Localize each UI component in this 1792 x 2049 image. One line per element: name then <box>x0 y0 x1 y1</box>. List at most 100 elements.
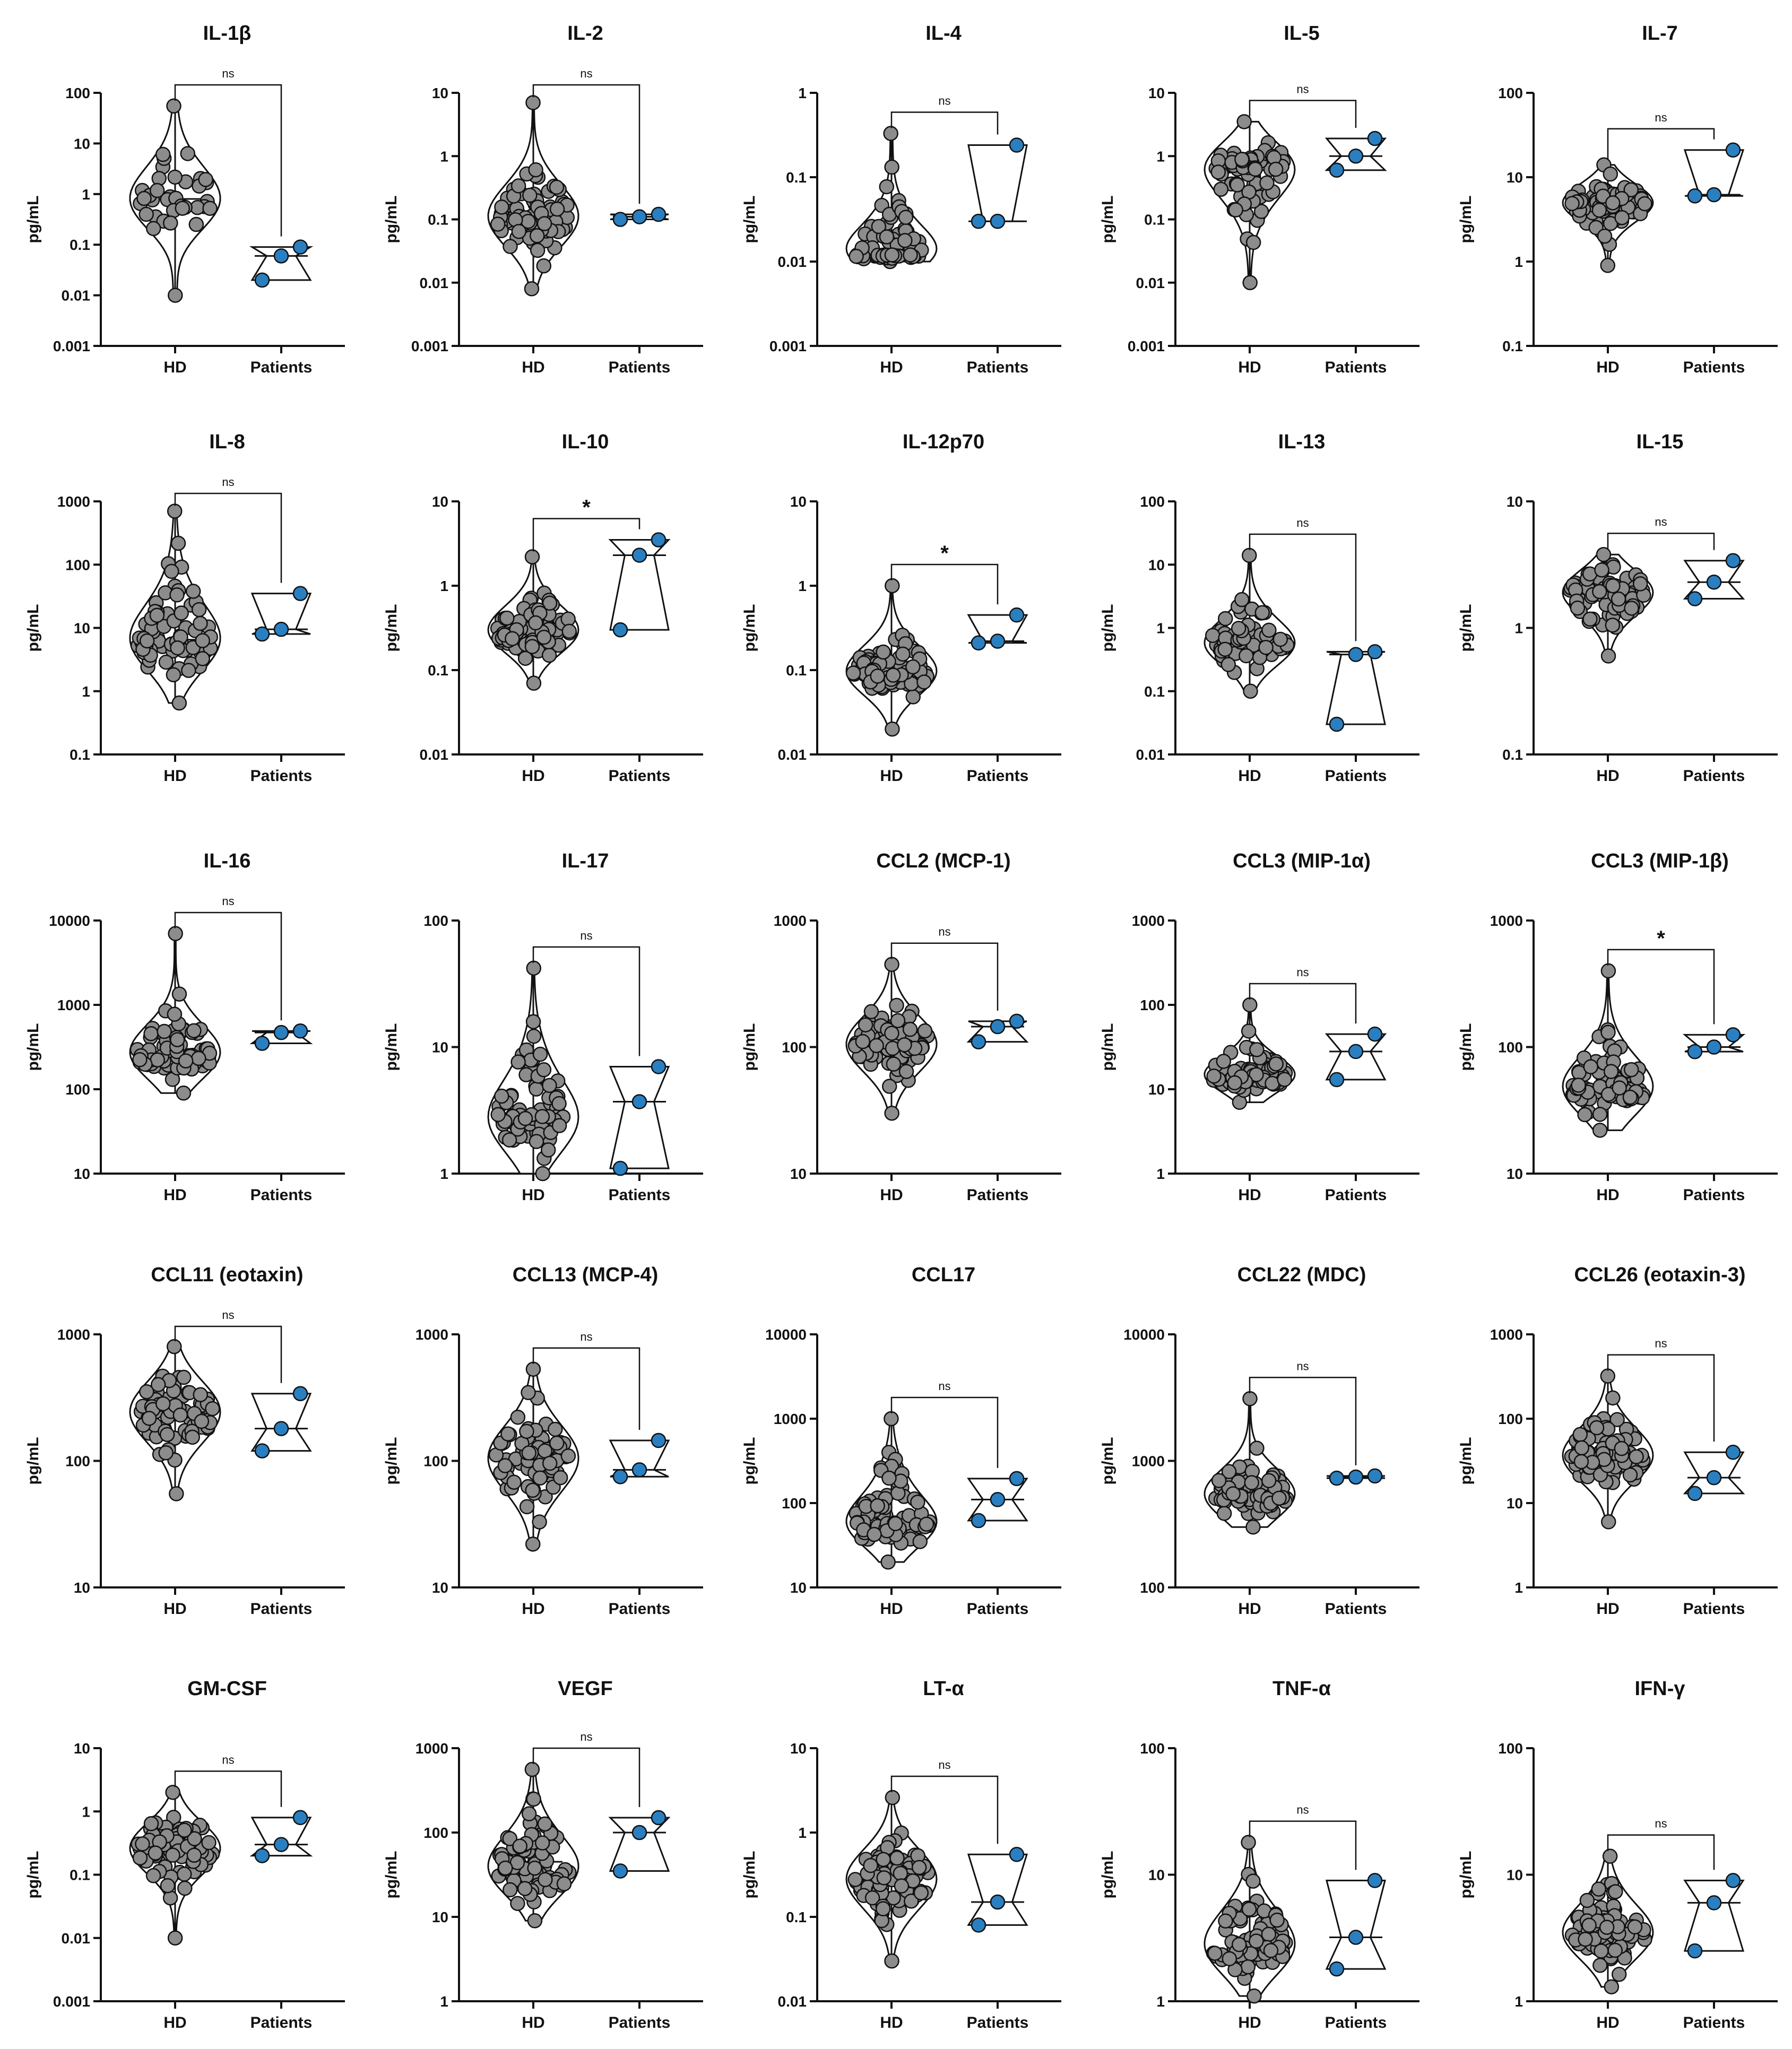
y-tick-label: 1000 <box>57 1326 90 1343</box>
hd-data-point <box>1217 641 1233 657</box>
hd-data-point <box>1601 1514 1616 1530</box>
hd-data-point <box>847 1872 863 1887</box>
significance-bracket <box>890 942 999 1011</box>
hd-data-point <box>1248 161 1263 177</box>
significance-label: ns <box>1655 111 1667 124</box>
hd-data-point <box>188 216 204 232</box>
patient-data-point <box>971 1034 986 1049</box>
x-tick-label: HD <box>163 767 186 785</box>
y-tick-label: 1 <box>798 1825 807 1841</box>
y-tick-label: 10 <box>1507 1495 1523 1512</box>
y-tick-label: 100 <box>423 1453 448 1470</box>
patient-data-point <box>1725 142 1741 158</box>
hd-data-point <box>1629 1449 1644 1464</box>
patient-data-point <box>1725 1873 1741 1888</box>
chart-panel: CCL3 (MIP-1α) pg/mL 1 10 100 1000 HD Patients ns <box>1099 850 1419 1204</box>
y-tick-label: 1 <box>1514 1993 1523 2010</box>
hd-data-point <box>536 258 552 274</box>
chart-title: CCL3 (MIP-1α) <box>1233 850 1371 872</box>
hd-data-point <box>1261 1926 1277 1942</box>
significance-label: ns <box>938 1379 950 1393</box>
hd-data-point <box>549 1435 565 1451</box>
hd-data-point <box>876 1852 891 1868</box>
y-tick-label: 0.1 <box>70 746 90 763</box>
hd-data-point <box>542 1455 558 1471</box>
x-tick-label: HD <box>880 1600 903 1618</box>
significance-bracket <box>1607 532 1715 550</box>
significance-label: ns <box>1296 82 1309 95</box>
chart-title: IL-2 <box>567 22 603 45</box>
hd-data-point <box>1570 600 1586 616</box>
patient-data-point <box>254 1848 270 1863</box>
hd-data-point <box>898 1064 914 1079</box>
hd-data-point <box>867 1526 882 1542</box>
y-tick-label: 0.1 <box>428 212 448 228</box>
significance-bracket <box>174 1325 282 1383</box>
hd-data-point <box>1234 592 1250 607</box>
hd-data-point <box>167 503 183 519</box>
y-tick-label: 0.1 <box>1144 683 1165 700</box>
hd-data-point <box>139 1384 154 1400</box>
hd-data-point <box>893 1865 908 1881</box>
chart-title: IL-16 <box>204 850 251 872</box>
y-tick-label: 1 <box>798 85 807 101</box>
y-tick-label: 0.001 <box>1128 338 1165 354</box>
y-tick-label: 10 <box>74 1166 90 1182</box>
hd-data-point <box>1272 631 1288 647</box>
hd-data-point <box>525 95 541 110</box>
hd-data-point <box>186 1023 202 1038</box>
hd-data-point <box>534 1835 550 1851</box>
patient-data-point <box>1348 1469 1364 1485</box>
hd-data-point <box>895 646 911 662</box>
patient-data-point <box>990 1019 1006 1035</box>
patient-data-point <box>1687 1486 1703 1501</box>
x-tick-label: Patients <box>1325 2014 1387 2031</box>
hd-data-point <box>1605 195 1621 211</box>
hd-data-point <box>494 1088 509 1104</box>
hd-data-point <box>205 1401 220 1417</box>
chart-title: CCL22 (MDC) <box>1237 1264 1366 1286</box>
hd-data-point <box>170 535 186 551</box>
y-tick-label: 10 <box>790 1166 807 1182</box>
y-tick-label: 100 <box>65 85 90 101</box>
y-tick-label: 10 <box>432 1039 448 1056</box>
patient-data-point <box>651 206 666 222</box>
hd-data-point <box>1605 578 1621 594</box>
hd-data-point <box>884 1953 899 1969</box>
patient-data-point <box>1367 1873 1383 1888</box>
hd-data-point <box>503 1882 518 1898</box>
y-axis-label: pg/mL <box>1457 196 1475 244</box>
hd-data-point <box>185 584 201 599</box>
hd-data-point <box>537 1816 553 1832</box>
hd-data-point <box>185 1429 200 1445</box>
y-tick-label: 100 <box>1140 1740 1165 1757</box>
significance-label: ns <box>1296 516 1309 529</box>
y-tick-label: 1 <box>82 683 90 700</box>
hd-data-point <box>1611 591 1626 607</box>
patient-data-point <box>1348 149 1364 164</box>
hd-data-point <box>1207 1946 1223 1961</box>
hd-data-point <box>532 1514 547 1530</box>
hd-data-point <box>1222 1951 1237 1967</box>
y-tick-label: 10 <box>74 1579 90 1596</box>
y-axis-label: pg/mL <box>1099 604 1116 652</box>
significance-bracket <box>532 946 640 1056</box>
y-tick-label: 1 <box>82 1803 90 1820</box>
patient-data-point <box>971 213 986 229</box>
significance-label: ns <box>222 475 234 489</box>
patient-data-point <box>631 1094 647 1109</box>
hd-data-point <box>1211 1473 1227 1488</box>
patient-data-point <box>273 1024 289 1040</box>
hd-data-point <box>912 1534 928 1549</box>
significance-label: ns <box>222 67 234 80</box>
hd-data-point <box>528 615 543 631</box>
patient-data-point <box>1687 591 1703 606</box>
hd-data-point <box>1597 228 1613 244</box>
hd-data-point <box>166 1810 181 1825</box>
hd-data-point <box>876 644 891 660</box>
x-tick-label: Patients <box>609 359 671 376</box>
hd-data-point <box>202 201 218 216</box>
hd-data-point <box>1221 1464 1237 1479</box>
y-axis-label: pg/mL <box>741 1851 758 1899</box>
